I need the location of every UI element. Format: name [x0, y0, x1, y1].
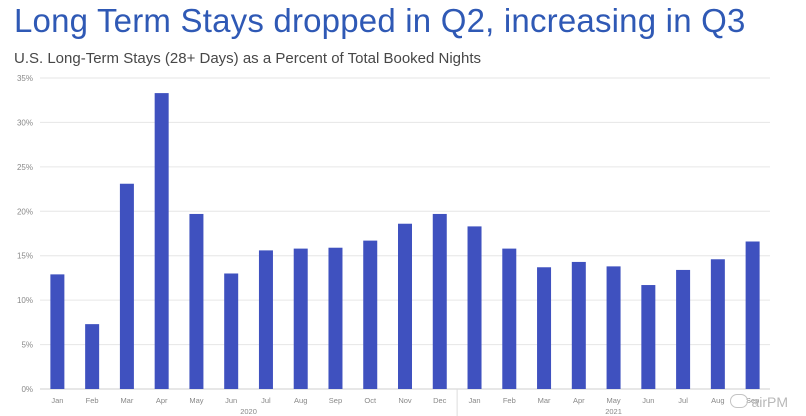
bar	[328, 247, 343, 389]
y-tick-label: 30%	[17, 118, 33, 127]
x-tick-label: Aug	[711, 396, 724, 405]
x-tick-label: Dec	[433, 396, 447, 405]
x-tick-label: May	[189, 396, 203, 405]
y-tick-label: 15%	[17, 252, 33, 261]
x-axis-groups: 2020 2021	[240, 389, 622, 416]
x-tick-label: Jan	[468, 396, 480, 405]
bar	[224, 273, 239, 389]
y-tick-label: 10%	[17, 296, 33, 305]
x-axis-ticks: Jan Feb Mar Apr May Jun Jul Aug Sep Oct Nov Dec Jan F…	[51, 396, 759, 405]
bar	[85, 324, 100, 389]
watermark: airPM	[730, 394, 788, 410]
bar	[432, 213, 447, 389]
bar	[502, 248, 517, 389]
bar	[363, 240, 378, 389]
x-tick-label: Jul	[678, 396, 688, 405]
y-tick-label: 20%	[17, 207, 33, 216]
bars	[50, 93, 760, 389]
bar	[258, 250, 273, 389]
bar	[537, 267, 552, 389]
x-tick-label: Apr	[156, 396, 168, 405]
x-tick-label: Sep	[746, 396, 759, 405]
x-tick-label: Aug	[294, 396, 307, 405]
bar	[154, 93, 169, 389]
x-tick-label: Apr	[573, 396, 585, 405]
bar	[467, 226, 482, 389]
x-tick-label: Jan	[51, 396, 63, 405]
bar	[50, 274, 65, 389]
bar	[119, 183, 134, 389]
y-axis-ticks: 0% 5% 10% 15% 20% 25% 30% 35%	[17, 74, 33, 394]
bar	[710, 259, 725, 389]
wechat-icon	[730, 394, 749, 408]
bar	[571, 261, 586, 389]
y-tick-label: 35%	[17, 74, 33, 83]
x-tick-label: May	[606, 396, 620, 405]
y-tick-label: 25%	[17, 163, 33, 172]
x-tick-label: Feb	[86, 396, 99, 405]
bar	[189, 213, 204, 389]
x-tick-label: Jun	[225, 396, 237, 405]
watermark-text: airPM	[751, 394, 788, 410]
x-tick-label: Jul	[261, 396, 271, 405]
bar	[745, 241, 760, 389]
y-tick-label: 0%	[21, 385, 33, 394]
bar	[606, 266, 621, 389]
x-tick-label: Jun	[642, 396, 654, 405]
bar	[398, 223, 412, 389]
chart-title: Long Term Stays dropped in Q2, increasin…	[14, 2, 746, 39]
x-tick-label: Nov	[398, 396, 412, 405]
bar	[293, 248, 308, 389]
y-tick-label: 5%	[21, 341, 33, 350]
chart-subtitle: U.S. Long-Term Stays (28+ Days) as a Per…	[14, 50, 482, 67]
x-group-label: 2021	[605, 407, 622, 416]
x-tick-label: Mar	[120, 396, 133, 405]
x-tick-label: Sep	[329, 396, 342, 405]
bar	[676, 269, 691, 389]
x-tick-label: Oct	[364, 396, 377, 405]
x-tick-label: Mar	[538, 396, 551, 405]
x-group-label: 2020	[240, 407, 257, 416]
x-tick-label: Feb	[503, 396, 516, 405]
bar	[641, 285, 656, 389]
